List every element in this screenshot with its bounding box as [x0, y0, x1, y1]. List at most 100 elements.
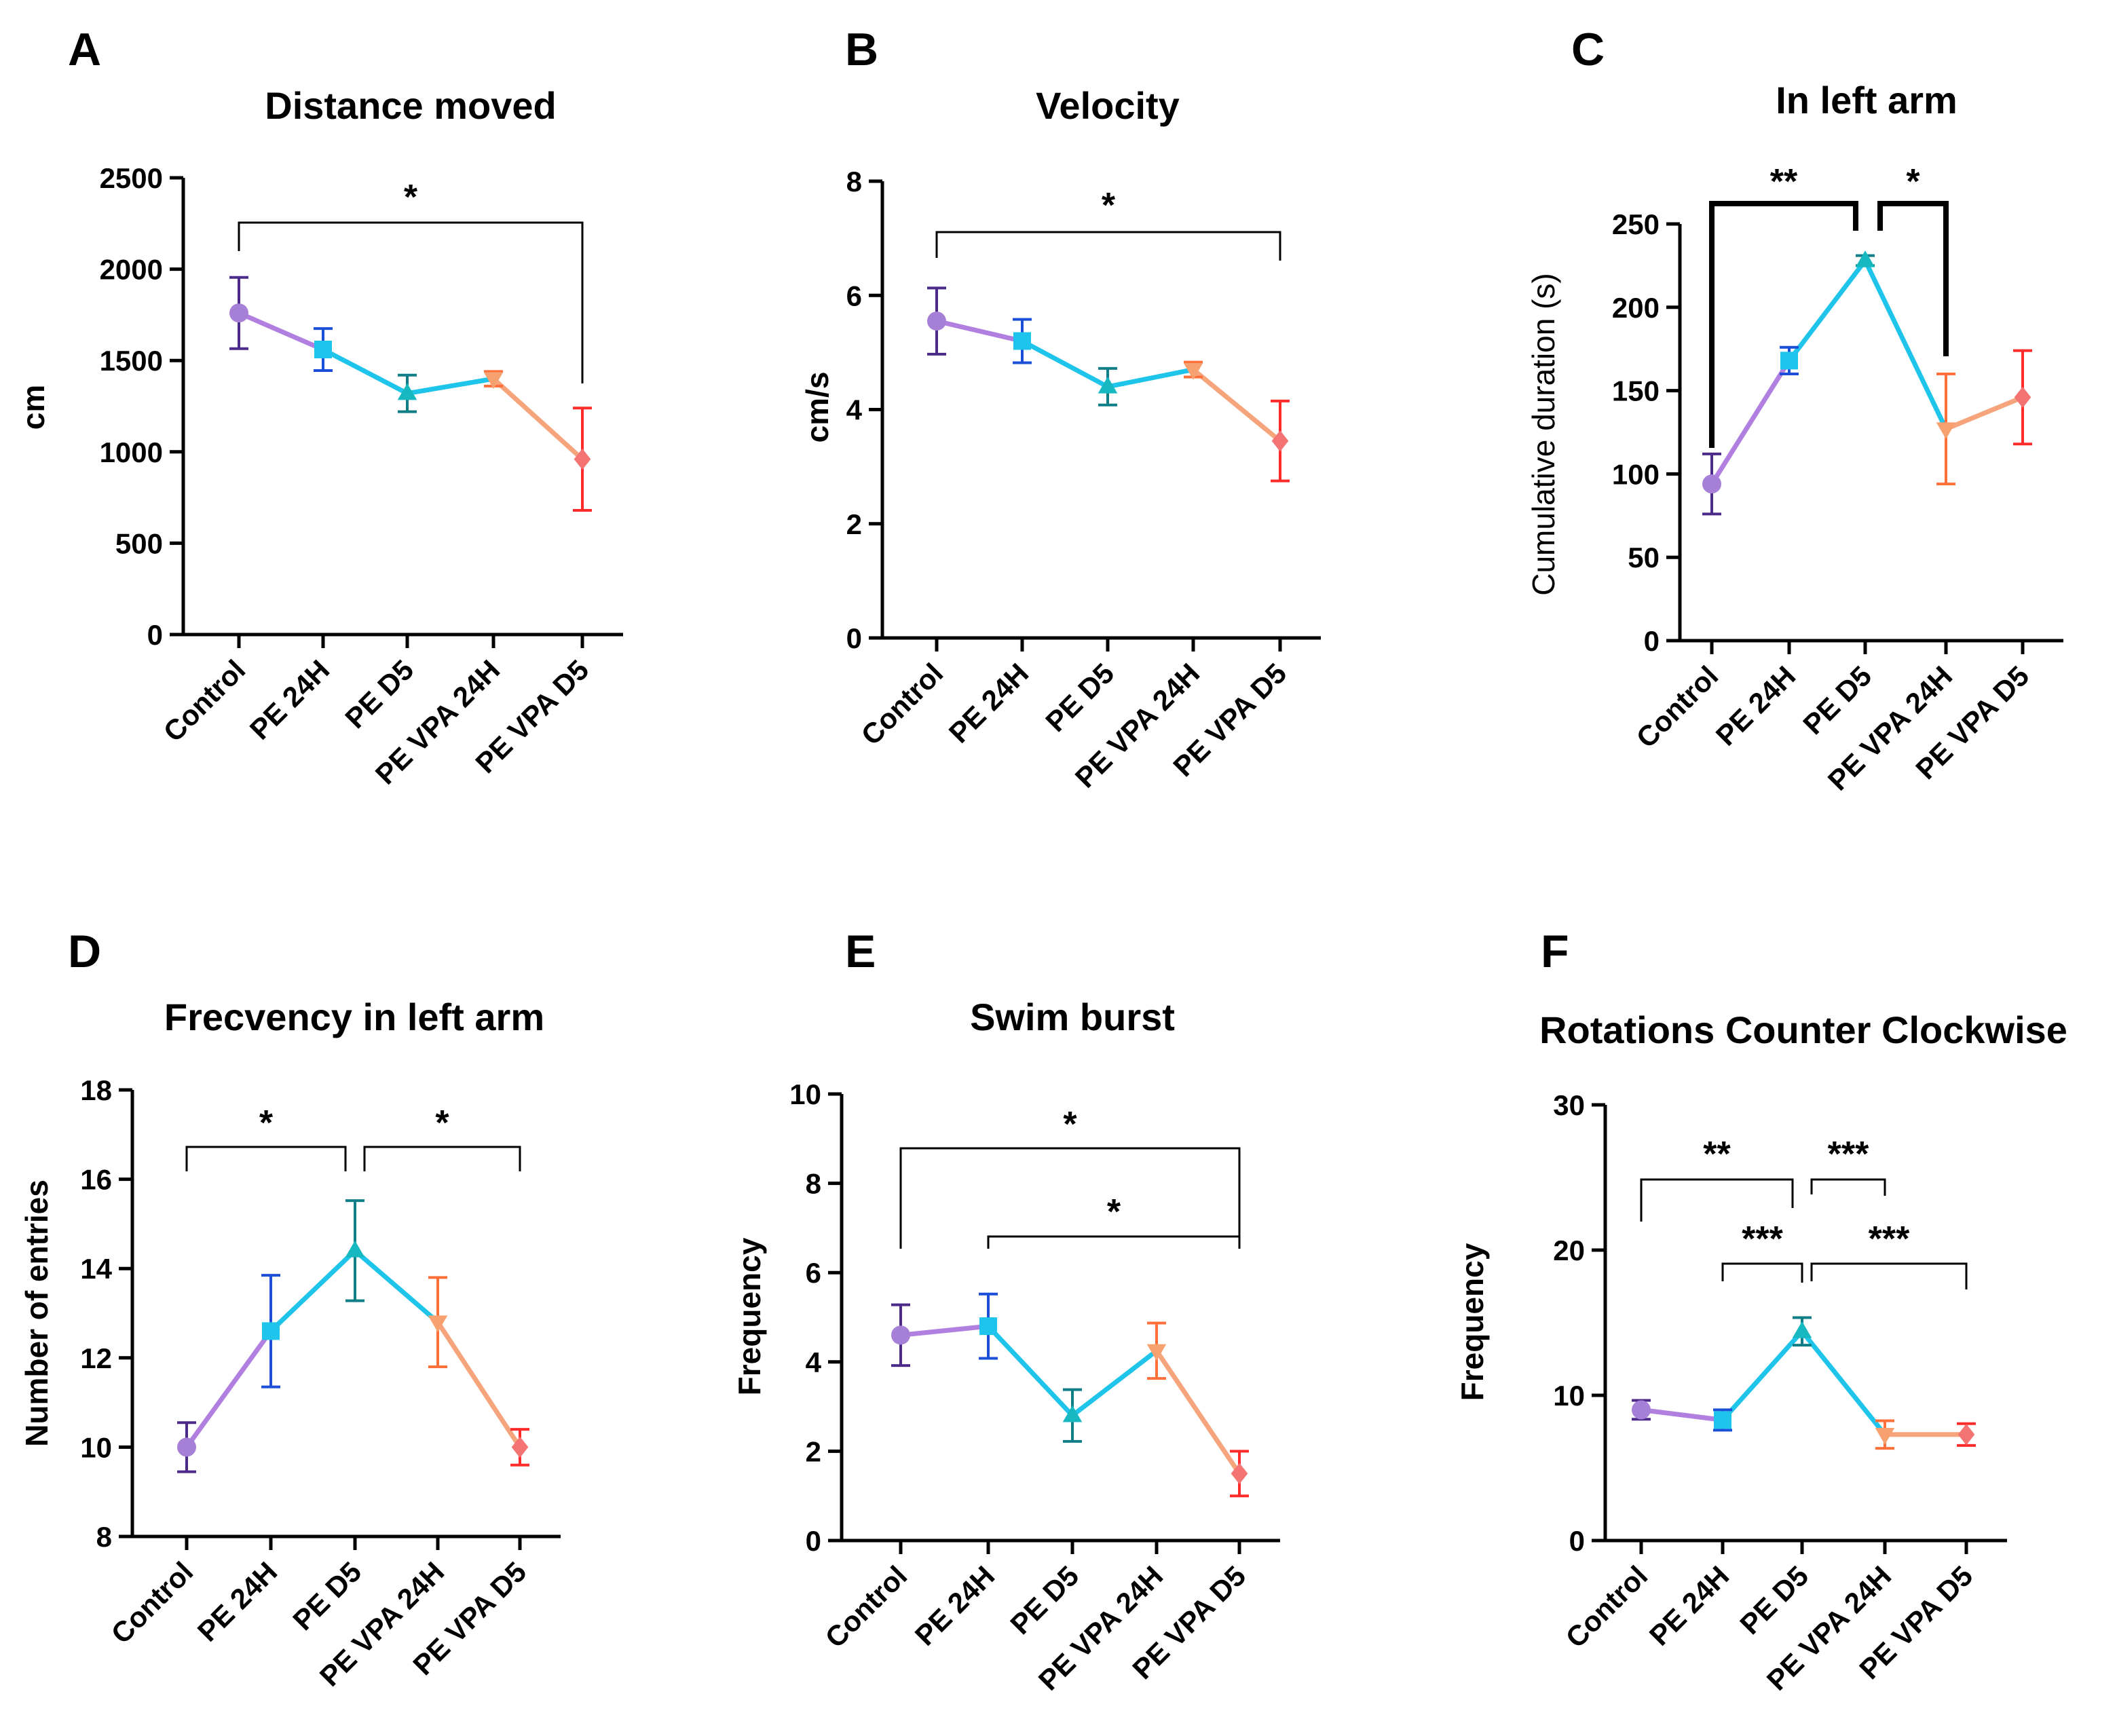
y-tick-label: 10: [789, 1078, 821, 1110]
significance-bracket: [1640, 1178, 1794, 1222]
data-point: [1936, 422, 1956, 440]
data-point: [1183, 362, 1203, 380]
series-line-segment: [1720, 1329, 1805, 1422]
data-point: [1792, 1321, 1812, 1338]
panel-letter-b: B: [845, 24, 878, 75]
significance-bracket: [899, 1147, 1241, 1249]
data-point: [314, 341, 332, 359]
y-tick-label: 8: [96, 1521, 112, 1553]
panel-title-b: Velocity: [1036, 84, 1180, 127]
y-tick-label: 2500: [100, 162, 163, 194]
x-tick-label: PE D5: [339, 654, 419, 734]
y-tick-label: 30: [1553, 1089, 1585, 1121]
significance-bracket: [1810, 1178, 1886, 1196]
x-tick-label: Control: [105, 1555, 200, 1650]
panel-letter-d: D: [68, 926, 101, 977]
y-tick-label: 500: [115, 527, 163, 559]
data-point: [574, 448, 591, 470]
panel-title-d: Frecvency in left arm: [164, 996, 544, 1038]
data-point: [177, 1437, 196, 1457]
data-point: [1013, 332, 1031, 350]
x-tick-label: PE 24H: [943, 657, 1035, 749]
significance-bracket: [1721, 1262, 1803, 1283]
significance-label: *: [1063, 1105, 1077, 1144]
x-tick-label: Control: [1560, 1560, 1654, 1654]
panel-title-c: In left arm: [1776, 79, 1957, 121]
data-point: [1714, 1411, 1731, 1429]
data-point: [262, 1322, 280, 1340]
y-axis-label-a: cm: [16, 385, 51, 430]
y-axis-label-b: cm/s: [800, 372, 835, 443]
x-tick-label: Control: [157, 654, 252, 748]
series-line-segment: [405, 376, 496, 396]
x-tick-label: PE 24H: [244, 654, 336, 746]
significance-label: ***: [1742, 1220, 1783, 1259]
data-point: [1875, 1428, 1895, 1445]
series-line-segment: [934, 318, 1025, 344]
y-tick-label: 14: [80, 1253, 112, 1285]
panel-title-a: Distance moved: [265, 84, 557, 127]
significance-label: *: [1906, 162, 1920, 202]
data-point: [1855, 250, 1875, 267]
y-tick-label: 4: [806, 1346, 822, 1378]
y-tick-label: 8: [846, 166, 862, 197]
y-tick-label: 6: [806, 1257, 821, 1289]
y-tick-label: 150: [1612, 375, 1660, 407]
series-line-segment: [1943, 394, 2025, 432]
data-point: [229, 303, 248, 323]
panel-letter-f: F: [1541, 926, 1569, 977]
x-tick-label: PE 24H: [1643, 1560, 1736, 1652]
panel-letter-a: A: [68, 24, 101, 75]
x-tick-label: Control: [1630, 660, 1725, 754]
data-point: [1271, 430, 1289, 452]
y-tick-label: 10: [1553, 1380, 1585, 1412]
data-point: [1146, 1344, 1167, 1361]
significance-label: *: [1107, 1192, 1121, 1232]
significance-label: *: [259, 1103, 274, 1143]
significance-bracket: [1810, 1262, 1968, 1289]
data-point: [397, 383, 417, 400]
series-line-segment: [986, 1323, 1075, 1418]
data-point: [927, 312, 946, 331]
data-point: [2014, 386, 2031, 409]
significance-label: ***: [1869, 1220, 1910, 1259]
significance-label: **: [1770, 162, 1798, 202]
panel-title-f: Rotations Counter Clockwise: [1539, 1008, 2067, 1051]
panel-d: D Frecvency in left arm Number of entrie…: [19, 926, 561, 1693]
data-point: [1957, 1424, 1975, 1446]
significance-label: *: [404, 178, 418, 217]
series-line-segment: [435, 1319, 523, 1450]
series-line-segment: [898, 1323, 991, 1338]
x-tick-label: PE D5: [1039, 657, 1120, 738]
data-point: [483, 372, 504, 390]
data-point: [511, 1436, 529, 1458]
y-tick-label: 16: [80, 1164, 112, 1196]
series-line-segment: [1709, 358, 1792, 487]
series-line-segment: [1191, 367, 1283, 444]
y-tick-label: 250: [1612, 208, 1660, 240]
significance-bracket: [935, 231, 1281, 261]
series-line-segment: [491, 376, 585, 462]
y-axis-label-c: Cumulative duration (s): [1526, 273, 1561, 596]
y-tick-label: 4: [846, 394, 863, 426]
y-axis-label-d: Number of entries: [19, 1180, 54, 1447]
y-tick-label: 0: [846, 622, 862, 654]
series-line-segment: [236, 310, 326, 352]
y-tick-label: 1500: [100, 345, 163, 377]
y-axis-label-f: Frequency: [1455, 1243, 1490, 1401]
series-line-segment: [352, 1248, 441, 1325]
series-line-segment: [1070, 1348, 1159, 1418]
significance-bracket: [1709, 201, 1858, 448]
x-tick-label: Control: [819, 1560, 914, 1654]
y-tick-label: 6: [846, 280, 862, 312]
x-tick-label: PE D5: [286, 1555, 367, 1636]
data-point: [1702, 474, 1721, 494]
y-tick-label: 0: [1644, 625, 1660, 657]
significance-label: **: [1703, 1135, 1731, 1174]
y-tick-label: 0: [1569, 1525, 1585, 1557]
